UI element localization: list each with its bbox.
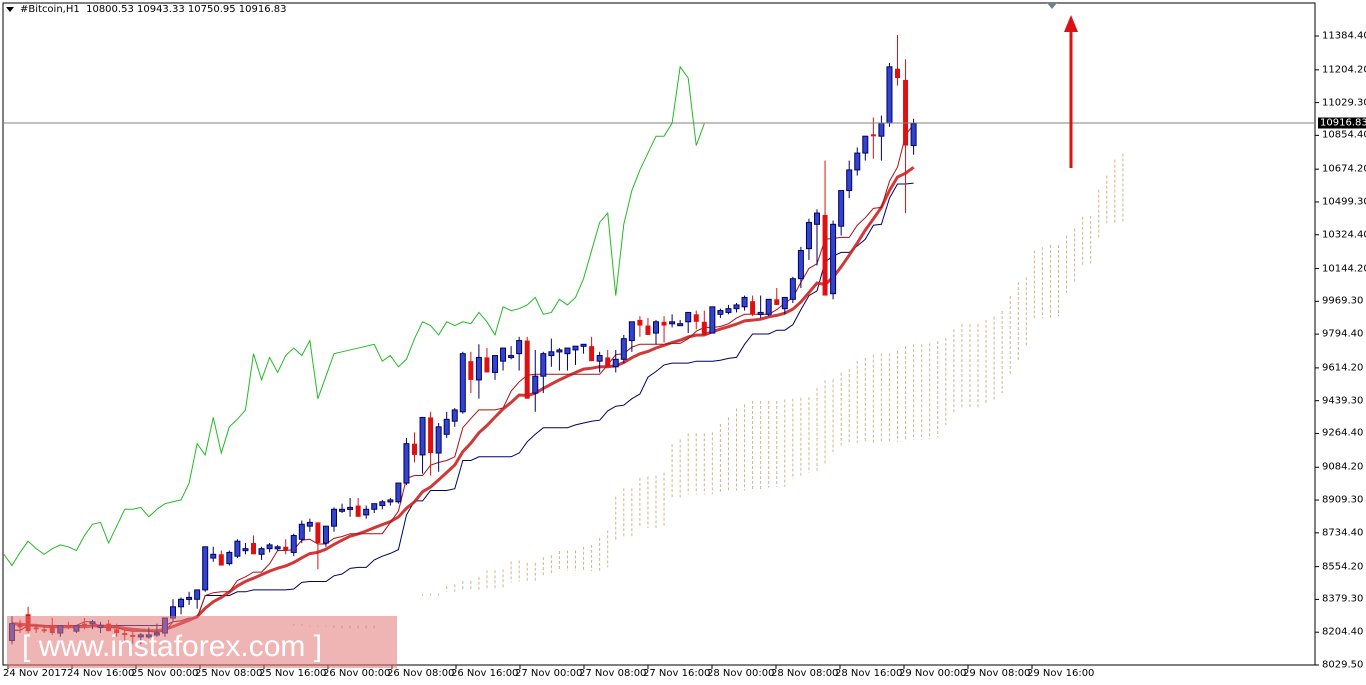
plot-border: [2, 2, 1316, 666]
price-tick-label: 8909.30: [1322, 494, 1364, 506]
chinkou-span-line: [3, 65, 705, 567]
price-tick-label: 10674.20: [1322, 163, 1366, 175]
time-tick-label: 24 Nov 16:00: [67, 668, 135, 679]
price-tick-label: 10854.40: [1322, 129, 1366, 141]
price-tick-label: 11384.40: [1322, 30, 1366, 42]
time-tick-label: 26 Nov 16:00: [451, 668, 519, 679]
time-tick-label: 28 Nov 16:00: [835, 668, 903, 679]
chart-title: #Bitcoin,H1 10800.53 10943.33 10750.95 1…: [6, 4, 287, 15]
time-tick-label: 28 Nov 08:00: [771, 668, 839, 679]
dropdown-triangle-icon[interactable]: [6, 6, 14, 12]
time-tick-label: 25 Nov 16:00: [259, 668, 327, 679]
price-tick-label: 11029.30: [1322, 97, 1366, 109]
current-price-tag: 10916.83: [1318, 117, 1366, 129]
time-tick-label: 27 Nov 16:00: [643, 668, 711, 679]
price-tick-label: 8379.30: [1322, 593, 1364, 605]
time-tick-label: 28 Nov 00:00: [707, 668, 775, 679]
price-tick-label: 9614.20: [1322, 362, 1364, 374]
time-tick-label: 27 Nov 00:00: [515, 668, 583, 679]
ichimoku-cloud: [293, 153, 1124, 629]
time-tick-label: 29 Nov 08:00: [963, 668, 1031, 679]
up-arrow-head-icon: [1064, 15, 1078, 32]
time-tick-label: 24 Nov 2017: [3, 668, 68, 679]
price-tick-label: 8734.40: [1322, 527, 1364, 539]
price-tick-label: 10499.30: [1322, 196, 1366, 208]
candlestick-series: [9, 34, 917, 645]
price-tick-label: 8029.50: [1322, 659, 1364, 671]
time-tick-label: 29 Nov 00:00: [899, 668, 967, 679]
time-tick-label: 29 Nov 16:00: [1027, 668, 1095, 679]
time-tick-label: 27 Nov 08:00: [579, 668, 647, 679]
ohlc-values: 10800.53 10943.33 10750.95 10916.83: [86, 4, 287, 15]
time-tick-label: 26 Nov 00:00: [323, 668, 391, 679]
price-tick-label: 9439.30: [1322, 395, 1364, 407]
time-tick-label: 25 Nov 08:00: [195, 668, 263, 679]
price-tick-label: 10324.40: [1322, 229, 1366, 241]
time-tick-label: 26 Nov 08:00: [387, 668, 455, 679]
price-tick-label: 10144.20: [1322, 263, 1366, 275]
watermark-text: [ www.instaforex.com ]: [22, 630, 323, 663]
shift-marker-icon[interactable]: [1047, 3, 1057, 9]
watermark-band: [7, 616, 397, 668]
symbol-label: #Bitcoin,H1: [20, 4, 80, 15]
price-axis-ticks: [1315, 35, 1319, 666]
price-tick-label: 9794.40: [1322, 328, 1364, 340]
price-tick-label: 8204.40: [1322, 626, 1364, 638]
price-tick-label: 9084.20: [1322, 461, 1364, 473]
price-tick-label: 8554.20: [1322, 561, 1364, 573]
price-tick-label: 11204.20: [1322, 64, 1366, 76]
price-tick-label: 9969.30: [1322, 295, 1364, 307]
time-tick-label: 25 Nov 00:00: [131, 668, 199, 679]
price-tick-label: 9264.40: [1322, 427, 1364, 439]
